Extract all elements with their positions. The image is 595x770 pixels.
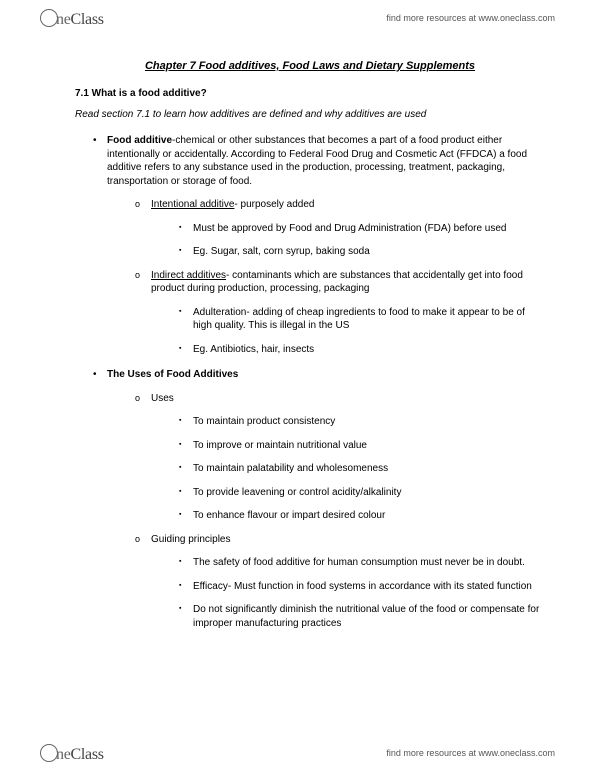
- list-item: Intentional additive- purposely added Mu…: [135, 198, 545, 259]
- list-item: To enhance flavour or impart desired col…: [179, 509, 545, 523]
- logo-suffix: Class: [71, 11, 104, 28]
- list-item: Uses To maintain product consistency To …: [135, 392, 545, 523]
- subterm-label: Intentional additive: [151, 199, 234, 210]
- list-item: To maintain palatability and wholesomene…: [179, 462, 545, 476]
- section-intro: Read section 7.1 to learn how additives …: [75, 109, 545, 120]
- list-item: Adulteration- adding of cheap ingredient…: [179, 306, 545, 333]
- list-item: To provide leavening or control acidity/…: [179, 486, 545, 500]
- list-item: Efficacy- Must function in food systems …: [179, 580, 545, 594]
- list-item: The safety of food additive for human co…: [179, 556, 545, 570]
- subterm-label: Indirect additives: [151, 270, 226, 281]
- page-footer: neClass find more resources at www.onecl…: [0, 735, 595, 770]
- list-item: Guiding principles The safety of food ad…: [135, 533, 545, 631]
- list-item: Eg. Antibiotics, hair, insects: [179, 343, 545, 357]
- logo-prefix: ne: [56, 11, 71, 28]
- list-item: Must be approved by Food and Drug Admini…: [179, 222, 545, 236]
- list-item: Do not significantly diminish the nutrit…: [179, 603, 545, 630]
- logo-text: neClass: [56, 11, 104, 29]
- page-header: neClass find more resources at www.onecl…: [0, 0, 595, 35]
- uses-label: Uses: [151, 393, 174, 404]
- brand-logo: neClass: [40, 6, 104, 29]
- list-item: To maintain product consistency: [179, 415, 545, 429]
- logo-text-footer: neClass: [56, 746, 104, 764]
- guiding-label: Guiding principles: [151, 534, 231, 545]
- list-item: Eg. Sugar, salt, corn syrup, baking soda: [179, 245, 545, 259]
- logo-prefix: ne: [56, 746, 71, 763]
- uses-heading: The Uses of Food Additives: [107, 369, 238, 380]
- term-label: Food additive: [107, 135, 172, 146]
- list-item: To improve or maintain nutritional value: [179, 439, 545, 453]
- chapter-title: Chapter 7 Food additives, Food Laws and …: [75, 60, 545, 72]
- subterm-def: - purposely added: [234, 199, 314, 210]
- logo-circle-icon: [40, 744, 58, 762]
- list-item: Food additive-chemical or other substanc…: [93, 134, 545, 356]
- brand-logo-footer: neClass: [40, 741, 104, 764]
- logo-suffix: Class: [71, 746, 104, 763]
- logo-circle-icon: [40, 9, 58, 27]
- footer-tagline: find more resources at www.oneclass.com: [386, 748, 555, 758]
- document-body: Chapter 7 Food additives, Food Laws and …: [75, 60, 545, 730]
- list-item: Indirect additives- contaminants which a…: [135, 269, 545, 357]
- section-heading: 7.1 What is a food additive?: [75, 88, 545, 99]
- list-item: The Uses of Food Additives Uses To maint…: [93, 368, 545, 630]
- header-tagline: find more resources at www.oneclass.com: [386, 13, 555, 23]
- outline-list: Food additive-chemical or other substanc…: [93, 134, 545, 630]
